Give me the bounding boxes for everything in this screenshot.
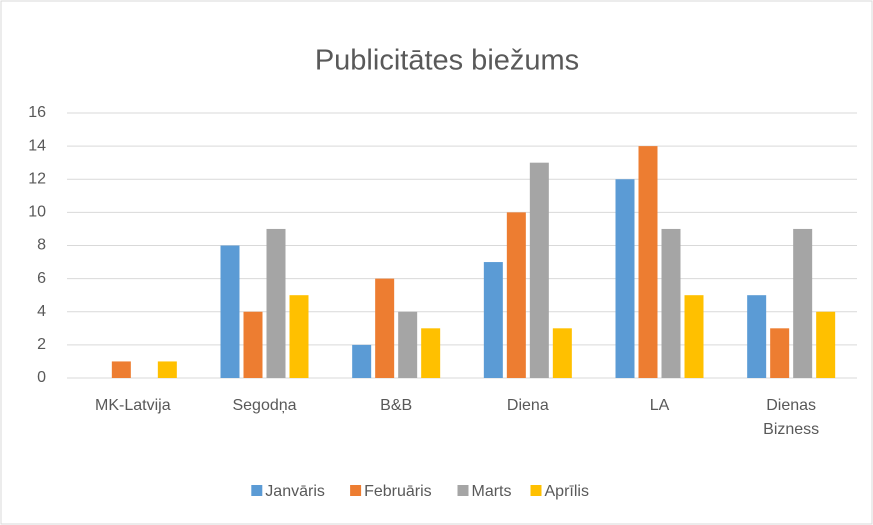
y-tick-label: 16 — [28, 104, 46, 121]
bar — [111, 361, 131, 378]
bar — [421, 328, 441, 378]
y-tick-label: 6 — [37, 270, 46, 287]
bar — [793, 228, 813, 378]
bar — [483, 262, 503, 378]
legend-label: Februāris — [364, 483, 432, 500]
legend-swatch — [350, 485, 362, 496]
y-tick-label: 8 — [37, 237, 46, 254]
bar — [266, 228, 286, 378]
legend-swatch — [530, 485, 542, 496]
bar — [157, 361, 177, 378]
legend-label: Janvāris — [265, 483, 325, 500]
x-tick-label: Segodņa — [232, 397, 297, 414]
legend-label: Marts — [472, 483, 512, 500]
legend-swatch — [251, 485, 263, 496]
x-tick-label: Diena — [506, 397, 549, 414]
bar — [684, 295, 704, 378]
y-tick-label: 14 — [28, 137, 46, 154]
x-tick-label: LA — [649, 397, 670, 414]
legend-swatch — [457, 485, 469, 496]
bar — [615, 179, 635, 378]
x-tick-label: Dienas Bizness — [763, 397, 820, 438]
bar — [770, 328, 790, 378]
bar — [375, 278, 395, 378]
y-tick-label: 10 — [28, 204, 46, 221]
bar — [243, 311, 263, 378]
bar — [638, 146, 658, 378]
bar — [747, 295, 767, 378]
bar — [552, 328, 572, 378]
y-tick-label: 0 — [37, 369, 46, 386]
bar — [661, 228, 681, 378]
bar — [398, 311, 418, 378]
bar — [289, 295, 309, 378]
x-tick-label: MK-Latvija — [95, 397, 171, 414]
bar — [816, 311, 836, 378]
bar — [529, 162, 549, 378]
y-tick-label: 2 — [37, 336, 46, 353]
bar — [352, 344, 372, 378]
y-tick-label: 4 — [37, 303, 46, 320]
legend-label: Aprīlis — [545, 483, 589, 500]
y-tick-label: 12 — [28, 170, 46, 187]
chart-title: Publicitātes biežums — [315, 45, 579, 77]
bar — [220, 245, 240, 378]
bar — [506, 212, 526, 378]
x-tick-label: B&B — [380, 397, 413, 414]
